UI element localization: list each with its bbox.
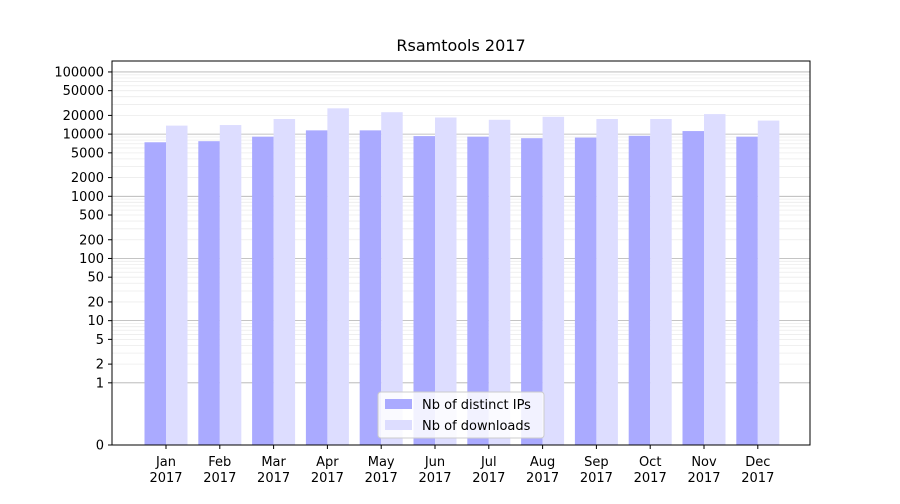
x-tick-month-label: Mar <box>261 455 286 470</box>
x-tick-year-label: 2017 <box>418 471 451 486</box>
x-tick-month-label: Feb <box>208 455 231 470</box>
bar-downloads <box>327 108 349 445</box>
x-tick-month-label: May <box>368 455 395 470</box>
y-tick-label: 20000 <box>63 109 104 124</box>
x-tick-year-label: 2017 <box>580 471 613 486</box>
bar-downloads <box>704 114 726 446</box>
x-tick-year-label: 2017 <box>365 471 398 486</box>
x-tick-year-label: 2017 <box>257 471 290 486</box>
chart-title: Rsamtools 2017 <box>396 36 525 55</box>
y-tick-label: 2 <box>96 358 104 373</box>
y-tick-label: 20 <box>87 295 104 310</box>
x-tick-month-label: Jun <box>424 455 445 470</box>
x-tick-month-label: Jul <box>480 455 497 470</box>
bar-distinct-ips <box>574 137 597 445</box>
bars <box>144 108 780 446</box>
legend: Nb of distinct IPs Nb of downloads <box>377 391 545 439</box>
x-tick-month-label: Aug <box>530 455 555 470</box>
legend-label: Nb of downloads <box>422 419 531 434</box>
bar-distinct-ips <box>144 142 166 445</box>
bar-downloads <box>650 119 672 445</box>
x-axis: Jan2017Feb2017Mar2017Apr2017May2017Jun20… <box>149 445 774 486</box>
x-tick-month-label: Oct <box>639 455 661 470</box>
bar-downloads <box>381 112 403 445</box>
y-tick-label: 1000 <box>71 190 104 205</box>
y-tick-label: 0 <box>96 439 104 454</box>
bar-distinct-ips <box>252 136 274 445</box>
x-tick-month-label: Sep <box>584 455 609 470</box>
x-tick-year-label: 2017 <box>741 471 774 486</box>
bar-distinct-ips <box>628 135 651 445</box>
y-tick-label: 5 <box>96 333 104 348</box>
bar-distinct-ips <box>521 138 543 445</box>
bar-downloads <box>488 119 511 446</box>
bar-distinct-ips <box>413 136 435 445</box>
y-tick-label: 500 <box>79 209 104 224</box>
bar-downloads <box>166 125 188 445</box>
x-tick-month-label: Dec <box>745 455 770 470</box>
plot-frame <box>111 60 811 446</box>
bar-downloads <box>542 116 565 446</box>
legend-swatch <box>385 420 412 430</box>
legend-label: Nb of distinct IPs <box>422 398 531 413</box>
bar-downloads <box>219 125 242 446</box>
bar-distinct-ips <box>305 130 328 446</box>
x-tick-year-label: 2017 <box>311 471 344 486</box>
x-tick-year-label: 2017 <box>149 471 182 486</box>
bar-distinct-ips <box>198 141 220 446</box>
y-axis: 0 1 2 5 10 20 50 100 200 500 1000 2000 5000 10000 2000… <box>54 65 112 454</box>
x-tick-year-label: 2017 <box>203 471 236 486</box>
bar-distinct-ips <box>736 136 758 445</box>
legend-swatch <box>385 399 412 409</box>
bar-downloads <box>273 119 296 445</box>
x-tick-year-label: 2017 <box>472 471 505 486</box>
bar-downloads <box>596 119 618 445</box>
y-tick-label: 200 <box>79 233 104 248</box>
y-tick-label: 10000 <box>63 128 104 143</box>
bar-distinct-ips <box>467 136 489 445</box>
y-tick-label: 100 <box>79 252 104 267</box>
bar-downloads <box>757 120 780 445</box>
bar-distinct-ips <box>359 130 382 446</box>
bar-downloads <box>435 117 457 445</box>
y-tick-label: 50000 <box>63 84 104 99</box>
y-tick-label: 50 <box>87 271 104 286</box>
y-tick-label: 10 <box>87 314 104 329</box>
bar-distinct-ips <box>682 131 704 445</box>
legend-box <box>377 391 545 439</box>
x-tick-month-label: Jan <box>155 455 176 470</box>
x-tick-year-label: 2017 <box>634 471 667 486</box>
x-tick-month-label: Apr <box>316 455 339 470</box>
x-tick-year-label: 2017 <box>526 471 559 486</box>
x-tick-month-label: Nov <box>691 455 717 470</box>
y-tick-label: 5000 <box>71 146 104 161</box>
y-tick-label: 100000 <box>54 65 104 80</box>
y-tick-label: 2000 <box>71 171 104 186</box>
y-tick-label: 1 <box>96 376 104 391</box>
x-tick-year-label: 2017 <box>687 471 720 486</box>
